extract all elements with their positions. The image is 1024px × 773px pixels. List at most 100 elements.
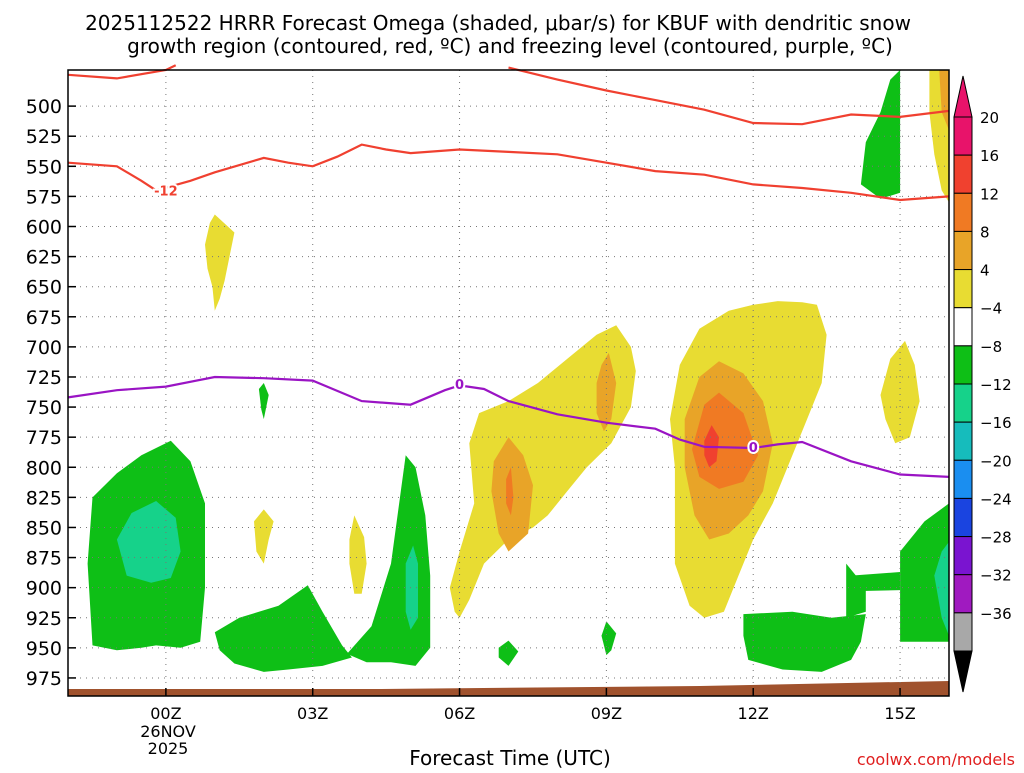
y-tick-label-925: 925 [26, 608, 62, 630]
contour-labels: -12 0 0 [152, 182, 760, 457]
colorbar-tick-label-9: −20 [980, 452, 1012, 470]
colorbar-top-arrow [953, 75, 973, 118]
y-tick-label-850: 850 [26, 517, 62, 539]
chart-title-line-2: growth region (contoured, red, ºC) and f… [127, 34, 893, 58]
omega-region-green-13 [860, 70, 901, 199]
y-tick-label-750: 750 [26, 397, 62, 419]
chart-title-line-1: 2025112522 HRRR Forecast Omega (shaded, … [85, 11, 911, 35]
omega-region-green-7 [601, 621, 617, 656]
colorbar-segment-1 [953, 154, 973, 194]
y-tick-label-975: 975 [26, 668, 62, 690]
colorbar-segment-4 [953, 269, 973, 309]
colorbar-tick-label-13: −36 [980, 605, 1012, 623]
colorbar-segment-2 [953, 192, 973, 232]
colorbar-tick-label-12: −32 [980, 567, 1012, 585]
freezing-level-label-0: 0 [455, 378, 464, 393]
omega-region-green-6 [498, 640, 519, 666]
colorbar-segment-7 [953, 383, 973, 423]
contour-lines [67, 64, 950, 478]
y-tick-label-950: 950 [26, 638, 62, 660]
credit-label: coolwx.com/models [857, 750, 1015, 768]
y-tick-label-900: 900 [26, 578, 62, 600]
y-tick-label-500: 500 [26, 96, 62, 118]
y-tick-label-825: 825 [26, 487, 62, 509]
omega-region-green-5 [258, 383, 269, 420]
grid-lines [68, 70, 949, 696]
dgz-contour-2 [67, 143, 950, 202]
colorbar-segment-10 [953, 497, 973, 538]
y-tick-label-775: 775 [26, 427, 62, 449]
colorbar-bottom-arrow [953, 650, 973, 693]
omega-region-yellow-23 [254, 509, 274, 564]
colorbar-tick-label-3: 8 [980, 223, 990, 241]
omega-region-orange-27 [939, 70, 949, 131]
omega-region-orange-17 [596, 352, 617, 432]
terrain-fill [68, 681, 949, 696]
omega-region-yellow-25 [880, 340, 920, 444]
colorbar-tick-label-6: −8 [980, 338, 1002, 356]
omega-region-teal-4 [405, 545, 418, 630]
colorbar-segment-13 [953, 612, 973, 652]
colorbar-segment-9 [953, 459, 973, 499]
omega-region-teal-12 [934, 541, 949, 636]
y-tick-label-875: 875 [26, 548, 62, 570]
y-tick-label-725: 725 [26, 367, 62, 389]
x-tick-label-15Z: 15Z [884, 704, 915, 723]
freezing-level-label-1: 0 [749, 441, 758, 456]
x-tick-label-00Z: 00Z [150, 704, 181, 723]
colorbar-tick-label-4: 4 [980, 262, 990, 280]
colorbar-tick-label-10: −24 [980, 490, 1012, 508]
colorbar-tick-label-1: 16 [980, 147, 999, 165]
y-tick-label-700: 700 [26, 337, 62, 359]
colorbar-tick-label-7: −12 [980, 376, 1012, 394]
x-tick-label-12Z: 12Z [738, 704, 769, 723]
x-tick-label-06Z: 06Z [444, 704, 475, 723]
x-axis: 00Z 03Z 06Z 09Z 12Z 15Z [150, 688, 916, 723]
y-tick-label-525: 525 [26, 126, 62, 148]
plot-frame [67, 69, 950, 697]
colorbar-segment-0 [953, 116, 973, 156]
date-label-line-1: 26NOV [140, 722, 196, 741]
y-tick-label-575: 575 [26, 186, 62, 208]
y-tick-label-600: 600 [26, 217, 62, 239]
dgz-contour-0 [67, 64, 177, 80]
omega-region-green-2 [214, 585, 352, 672]
y-tick-label-550: 550 [26, 156, 62, 178]
dgz-contour-1 [508, 66, 950, 126]
colorbar-tick-label-11: −28 [980, 529, 1012, 547]
omega-region-red-orange-16 [506, 467, 514, 516]
colorbar-tick-label-2: 12 [980, 185, 999, 203]
y-tick-label-625: 625 [26, 247, 62, 269]
omega-region-green-8 [743, 611, 866, 672]
omega-region-green-11 [900, 503, 949, 642]
date-label-line-2: 2025 [148, 739, 189, 758]
colorbar-segment-3 [953, 230, 973, 271]
colorbar-tick-label-5: −4 [980, 300, 1002, 318]
x-tick-label-09Z: 09Z [591, 704, 622, 723]
colorbar-segment-12 [953, 574, 973, 614]
y-axis: 500 525 550 575 600 625 650 675 700 725 750 775 800 8… [26, 96, 76, 690]
colorbar-tick-label-8: −16 [980, 414, 1012, 432]
x-axis-label: Forecast Time (UTC) [409, 746, 611, 768]
freezing-level-line [67, 375, 950, 478]
y-tick-label-800: 800 [26, 457, 62, 479]
colorbar: 20 16 12 8 4 −4 −8 −12 −16 −20 −24 −28 −32 −36 [953, 75, 1012, 693]
y-tick-label-675: 675 [26, 307, 62, 329]
terrain-layer [68, 681, 949, 696]
omega-region-teal-1 [116, 501, 181, 583]
omega-shaded-regions [87, 70, 949, 672]
y-tick-label-650: 650 [26, 277, 62, 299]
colorbar-segment-5 [953, 307, 973, 347]
colorbar-segment-11 [953, 536, 973, 576]
dgz-contour-label: -12 [154, 184, 178, 199]
colorbar-segment-8 [953, 421, 973, 461]
omega-region-yellow-24 [349, 515, 367, 594]
omega-region-yellow-14 [449, 325, 636, 618]
chart-title: 2025112522 HRRR Forecast Omega (shaded, … [85, 11, 911, 58]
colorbar-tick-label-0: 20 [980, 109, 999, 127]
x-tick-label-03Z: 03Z [297, 704, 328, 723]
colorbar-segment-6 [953, 345, 973, 385]
omega-region-green-10 [851, 572, 901, 592]
